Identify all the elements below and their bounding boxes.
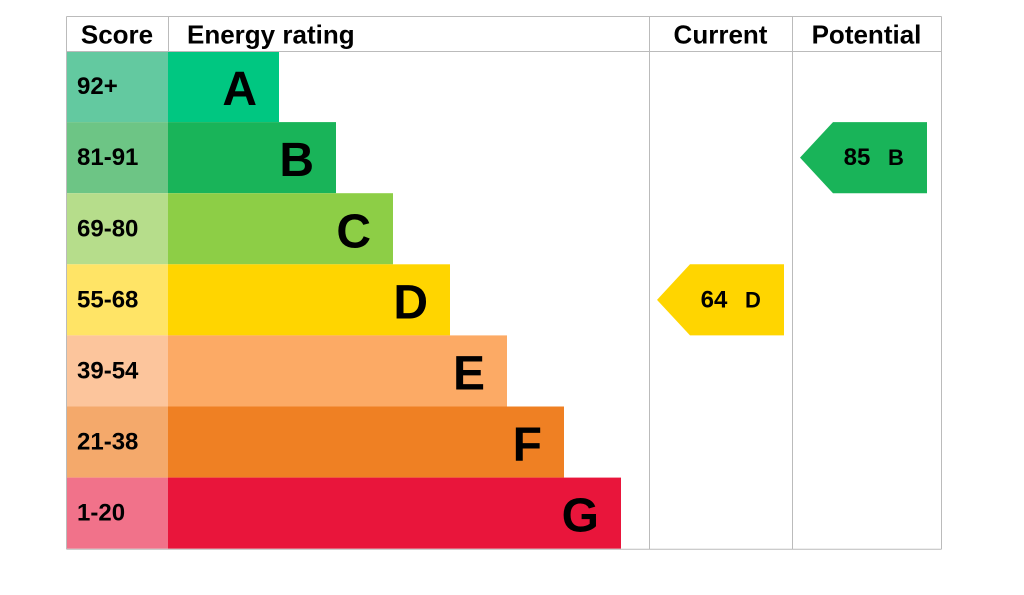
current-indicator: 64 D bbox=[657, 264, 784, 336]
arrow-letter: B bbox=[888, 145, 904, 170]
header-score: Score bbox=[81, 20, 153, 50]
potential-indicator: 85 B bbox=[800, 122, 927, 194]
rating-bar bbox=[168, 406, 564, 478]
score-label: 92+ bbox=[77, 73, 118, 100]
header-current: Current bbox=[674, 20, 768, 50]
rating-bar bbox=[168, 335, 507, 407]
score-label: 39-54 bbox=[77, 357, 139, 384]
rating-arrow bbox=[657, 264, 784, 336]
score-cell bbox=[66, 122, 168, 194]
score-cell bbox=[66, 477, 168, 549]
score-label: 81-91 bbox=[77, 144, 138, 171]
rating-bar bbox=[168, 477, 621, 549]
rating-bar bbox=[168, 264, 450, 336]
rating-letter: A bbox=[222, 63, 257, 116]
score-label: 69-80 bbox=[77, 215, 138, 242]
rating-bar bbox=[168, 193, 393, 265]
rating-arrow bbox=[800, 122, 927, 194]
rating-letter: F bbox=[513, 419, 542, 472]
rating-letter: G bbox=[562, 490, 599, 543]
score-label: 21-38 bbox=[77, 429, 138, 456]
score-cell bbox=[66, 264, 168, 336]
rating-bar bbox=[168, 51, 279, 123]
rating-letter: D bbox=[393, 276, 428, 329]
rating-letter: C bbox=[336, 205, 371, 258]
rating-letter: B bbox=[279, 134, 314, 187]
score-cell bbox=[66, 193, 168, 265]
score-label: 1-20 bbox=[77, 500, 125, 527]
score-cell bbox=[66, 51, 168, 123]
score-cell bbox=[66, 406, 168, 478]
arrow-value: 64 bbox=[701, 286, 728, 313]
score-cell bbox=[66, 335, 168, 407]
header-rating: Energy rating bbox=[187, 20, 355, 50]
header-potential: Potential bbox=[812, 20, 922, 50]
rating-bar bbox=[168, 122, 336, 194]
arrow-value: 85 bbox=[844, 144, 871, 171]
rating-letter: E bbox=[453, 347, 485, 400]
arrow-letter: D bbox=[745, 287, 761, 312]
score-label: 55-68 bbox=[77, 286, 138, 313]
